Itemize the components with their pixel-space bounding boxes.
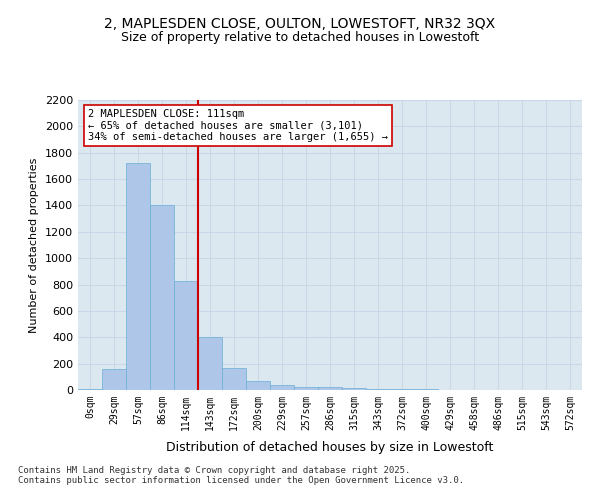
Text: 2 MAPLESDEN CLOSE: 111sqm
← 65% of detached houses are smaller (3,101)
34% of se: 2 MAPLESDEN CLOSE: 111sqm ← 65% of detac… [88,108,388,142]
Bar [270,386,294,390]
Bar [198,338,222,390]
Bar [294,386,318,390]
Text: 2, MAPLESDEN CLOSE, OULTON, LOWESTOFT, NR32 3QX: 2, MAPLESDEN CLOSE, OULTON, LOWESTOFT, N… [104,18,496,32]
Bar [366,388,390,390]
Bar [246,381,270,390]
X-axis label: Distribution of detached houses by size in Lowestoft: Distribution of detached houses by size … [166,441,494,454]
Text: Contains HM Land Registry data © Crown copyright and database right 2025.
Contai: Contains HM Land Registry data © Crown c… [18,466,464,485]
Bar [126,164,150,390]
Bar [150,206,174,390]
Bar [78,388,102,390]
Bar [318,388,342,390]
Bar [102,369,126,390]
Bar [342,388,366,390]
Y-axis label: Number of detached properties: Number of detached properties [29,158,40,332]
Bar [174,280,198,390]
Text: Size of property relative to detached houses in Lowestoft: Size of property relative to detached ho… [121,31,479,44]
Bar [222,368,246,390]
